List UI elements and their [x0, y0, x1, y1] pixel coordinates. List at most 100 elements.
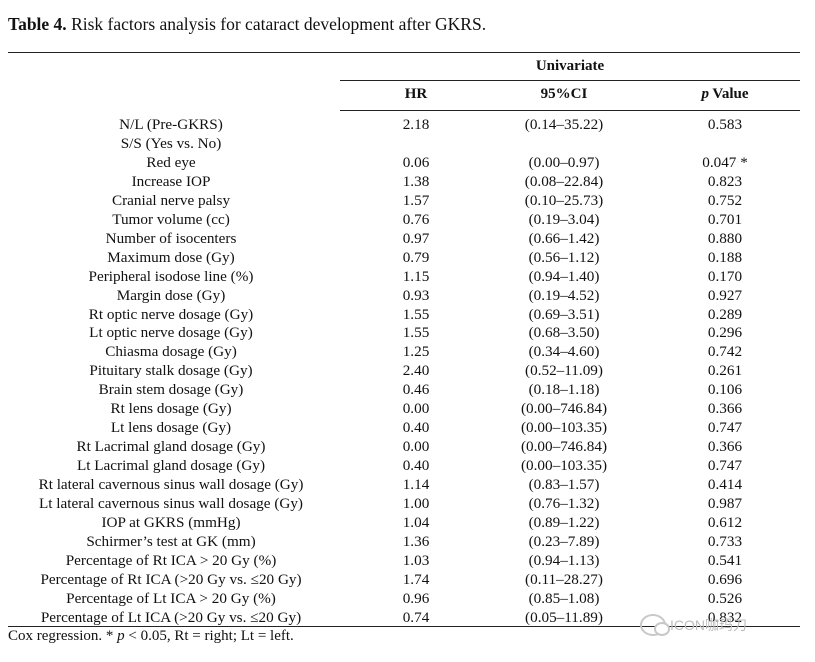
hr-cell: 1.55 — [402, 324, 430, 342]
factor-cell: Number of isocenters — [105, 229, 237, 247]
hr-cell: 0.00 — [402, 400, 430, 418]
table-row: Rt lens dosage (Gy) 0.00 (0.00–746.84) 0.36… — [0, 399, 815, 418]
hr-cell: 0.40 — [402, 419, 430, 437]
table-row: Peripheral isodose line (%) 1.15 (0.94–1.4… — [0, 267, 815, 286]
p-rest: Value — [708, 86, 749, 102]
hr-cell: 2.40 — [402, 362, 430, 380]
factor-cell: Cranial nerve palsy — [111, 191, 231, 209]
table-row: Lt lateral cavernous sinus wall dosage (… — [0, 494, 815, 513]
hr-cell: 0.00 — [402, 438, 430, 456]
ci-cell: (0.19–3.04) — [528, 210, 600, 228]
factor-cell: Rt lens dosage (Gy) — [110, 400, 232, 418]
p-value-cell: 0.927 — [707, 286, 743, 304]
p-value-cell: 0.880 — [707, 229, 743, 247]
factor-cell: Percentage of Rt ICA (>20 Gy vs. ≤20 Gy) — [40, 570, 302, 588]
hr-cell: 0.93 — [402, 286, 430, 304]
p-value-cell: 0.742 — [707, 343, 743, 361]
p-value-cell: 0.987 — [707, 495, 743, 512]
factor-cell: Pituitary stalk dosage (Gy) — [89, 362, 253, 380]
factor-cell: Maximum dose (Gy) — [107, 248, 235, 266]
p-value-cell: 0.526 — [707, 589, 743, 607]
hr-cell: 1.55 — [402, 305, 430, 323]
hr-cell: 0.79 — [402, 248, 430, 266]
hr-cell: 1.74 — [402, 570, 430, 588]
univariate-header: Univariate — [535, 58, 605, 74]
hr-cell: 1.04 — [402, 513, 430, 531]
factor-cell: S/S (Yes vs. No) — [120, 134, 222, 152]
hr-header: HR — [404, 86, 428, 102]
table-row: Rt Lacrimal gland dosage (Gy) 0.00 (0.00–7… — [0, 437, 815, 456]
hr-cell: 1.36 — [402, 532, 430, 550]
hr-cell: 0.74 — [402, 608, 430, 626]
ci-cell: (0.52–11.09) — [525, 362, 603, 380]
p-value-cell: 0.747 — [707, 457, 743, 475]
factor-cell: Schirmer’s test at GK (mm) — [86, 532, 256, 550]
hr-cell: 0.97 — [402, 229, 430, 247]
ci-cell: (0.76–1.32) — [528, 495, 600, 512]
table-row: Maximum dose (Gy) 0.79 (0.56–1.12) 0.188 — [0, 248, 815, 267]
ci-cell: (0.08–22.84) — [524, 172, 604, 190]
factor-cell: Rt optic nerve dosage (Gy) — [88, 305, 254, 323]
hr-cell: 0.46 — [402, 381, 430, 399]
hr-cell: 1.03 — [402, 551, 430, 569]
factor-cell: Lt optic nerve dosage (Gy) — [89, 324, 253, 342]
top-rule — [8, 52, 800, 53]
ci-cell: (0.34–4.60) — [528, 343, 600, 361]
hr-cell: 1.14 — [402, 476, 430, 494]
ci-cell: (0.18–1.18) — [528, 381, 600, 399]
ci-cell: (0.94–1.13) — [528, 551, 600, 569]
ci-cell: (0.11–28.27) — [525, 570, 603, 588]
p-value-header: p Value — [674, 86, 776, 103]
hr-cell: 0.76 — [402, 210, 430, 228]
factor-cell: IOP at GKRS (mmHg) — [101, 513, 241, 531]
factor-cell: Lt lens dosage (Gy) — [110, 419, 232, 437]
table-row: N/L (Pre-GKRS) 2.18 (0.14–35.22) 0.583 — [0, 115, 815, 134]
table-row: Tumor volume (cc) 0.76 (0.19–3.04) 0.701 — [0, 210, 815, 229]
caption-label: Table 4. — [8, 14, 67, 34]
hr-cell: 0.06 — [402, 153, 430, 171]
p-value-cell: 0.366 — [707, 400, 743, 418]
ci-cell: (0.19–4.52) — [528, 286, 600, 304]
table-row: S/S (Yes vs. No) — [0, 134, 815, 153]
hr-cell: 1.15 — [402, 267, 430, 285]
p-value-cell: 0.106 — [707, 381, 743, 399]
ci-cell: (0.69–3.51) — [528, 305, 600, 323]
table-row: Increase IOP 1.38 (0.08–22.84) 0.823 — [0, 172, 815, 191]
hr-cell: 2.18 — [402, 116, 430, 133]
wechat-logo-icon — [640, 614, 670, 636]
table-row: Number of isocenters 0.97 (0.66–1.42) 0.880 — [0, 229, 815, 248]
factor-cell: Tumor volume (cc) — [112, 210, 230, 228]
p-value-cell: 0.696 — [707, 570, 743, 588]
factor-cell: Percentage of Rt ICA > 20 Gy (%) — [65, 551, 277, 569]
factor-cell: N/L (Pre-GKRS) — [119, 116, 223, 133]
p-value-cell: 0.366 — [707, 438, 743, 456]
ci-cell: (0.85–1.08) — [528, 589, 600, 607]
caption-text: Risk factors analysis for cataract devel… — [66, 14, 487, 34]
factor-cell: Increase IOP — [131, 172, 211, 190]
factor-cell: Margin dose (Gy) — [116, 286, 226, 304]
p-value-cell: 0.832 — [707, 608, 743, 626]
ci-cell: (0.23–7.89) — [528, 532, 600, 550]
ci-cell: (0.00–746.84) — [520, 438, 608, 456]
factor-cell: Lt Lacrimal gland dosage (Gy) — [76, 457, 266, 475]
table-row: Pituitary stalk dosage (Gy) 2.40 (0.52–11.… — [0, 361, 815, 380]
table-row: Percentage of Rt ICA (>20 Gy vs. ≤20 Gy)… — [0, 570, 815, 589]
factor-cell: Red eye — [146, 153, 196, 171]
table-row: Brain stem dosage (Gy) 0.46 (0.18–1.18) 0.1… — [0, 380, 815, 399]
p-value-cell: 0.296 — [707, 324, 743, 342]
group-rule — [340, 80, 800, 81]
table-row: Percentage of Lt ICA > 20 Gy (%) 0.96 (0.8… — [0, 589, 815, 608]
footnote-b: < 0.05, Rt = right; Lt = left. — [124, 628, 294, 644]
factor-cell: Peripheral isodose line (%) — [88, 267, 254, 285]
p-value-cell: 0.541 — [707, 551, 743, 569]
ci-cell: (0.00–746.84) — [520, 400, 608, 418]
p-value-cell: 0.583 — [707, 116, 743, 133]
ci-cell: (0.89–1.22) — [528, 513, 600, 531]
ci-header: 95%CI — [540, 86, 588, 102]
p-italic: p — [701, 86, 709, 102]
table-row: Cranial nerve palsy 1.57 (0.10–25.73) 0.752 — [0, 191, 815, 210]
factor-cell: Chiasma dosage (Gy) — [105, 343, 237, 361]
hr-cell: 1.57 — [402, 191, 430, 209]
hr-cell: 1.00 — [402, 495, 430, 512]
ci-cell: (0.94–1.40) — [528, 267, 600, 285]
